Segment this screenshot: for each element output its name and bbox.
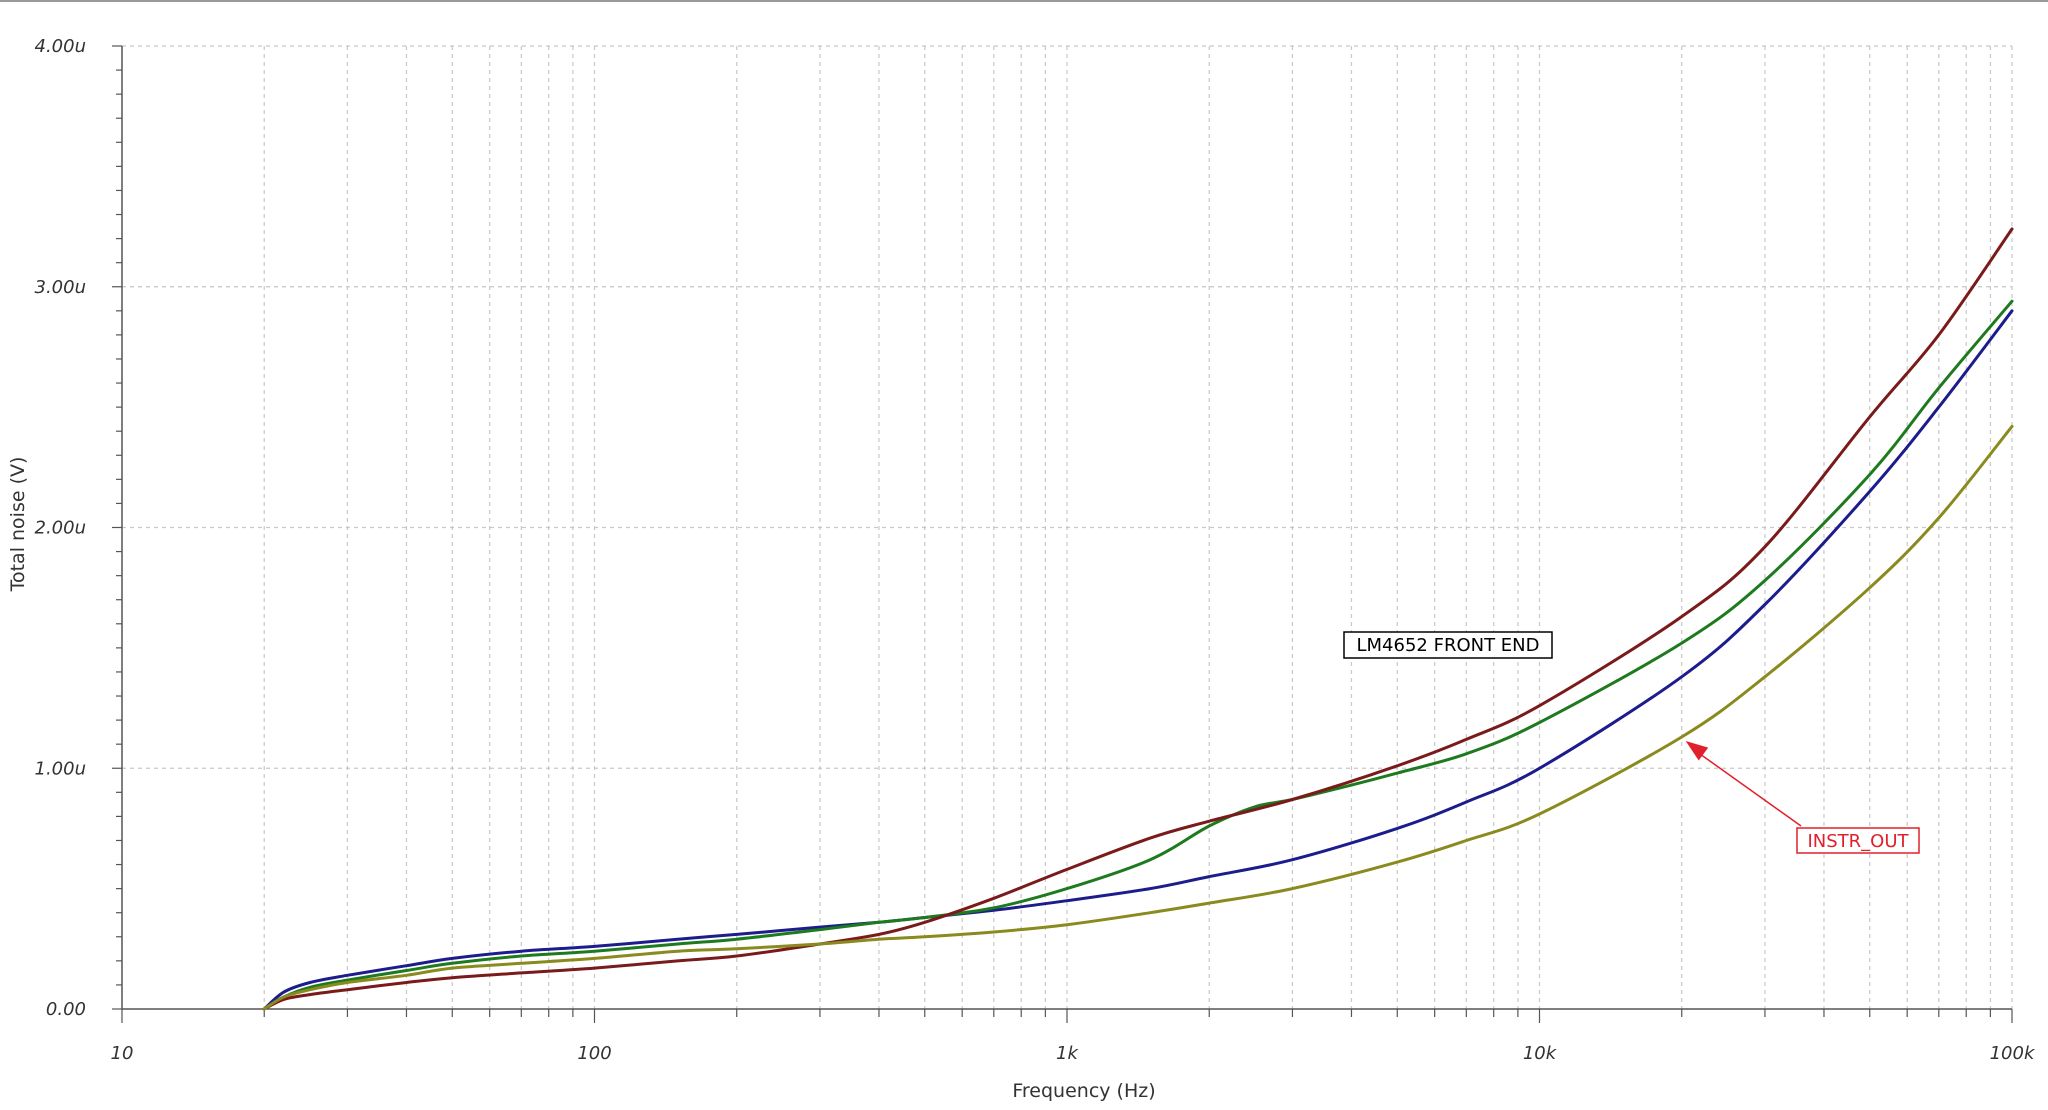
annotation-box-instr-out	[1796, 827, 1920, 854]
annotation-label-lm4652: LM4652 FRONT END	[1357, 635, 1540, 656]
y-axis-label: Total noise (V)	[7, 457, 29, 593]
annotation-arrow-head	[1685, 741, 1709, 761]
annotation-box-lm4652	[1343, 631, 1553, 659]
chart-axes: 0.00 1.00u 2.00u 3.00u 4.00u 10 100 1k 10k 100k	[35, 36, 2036, 1064]
x-tick-label: 10k	[1523, 1043, 1558, 1064]
series-line-1	[262, 309, 2014, 1011]
window-top-border	[0, 0, 2048, 2]
y-tick-label: 4.00u	[35, 36, 87, 57]
x-tick-label: 100k	[1990, 1043, 2036, 1064]
chart-grid	[122, 45, 2013, 1009]
y-tick-label: 1.00u	[35, 758, 87, 779]
x-tick-label: 10	[111, 1043, 134, 1064]
annotation-arrow-line	[1695, 750, 1802, 827]
y-tick-label: 3.00u	[35, 277, 87, 298]
series-line-2	[262, 299, 2014, 1011]
y-tick-label: 2.00u	[35, 518, 87, 539]
chart-annotations: LM4652 FRONT END INSTR_OUT	[1343, 631, 1920, 854]
y-tick-label: 0.00	[46, 999, 86, 1020]
series-line-4	[262, 424, 2014, 1011]
series-line-3	[262, 227, 2014, 1011]
annotation-label-instr-out: INSTR_OUT	[1807, 831, 1909, 852]
x-axis-label: Frequency (Hz)	[1012, 1080, 1155, 1102]
x-tick-label: 100	[577, 1043, 611, 1064]
chart-series	[262, 227, 2014, 1011]
x-tick-label: 1k	[1056, 1043, 1079, 1064]
